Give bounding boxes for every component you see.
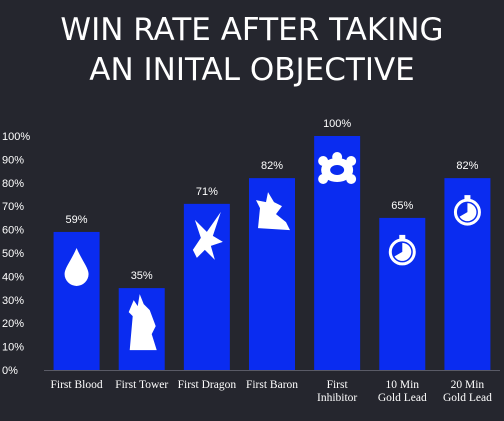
chart-title-line-2: AN INITAL OBJECTIVE <box>89 52 415 88</box>
category-label: First Dragon <box>178 379 237 391</box>
data-label: 82% <box>456 160 478 172</box>
y-tick-label: 50% <box>2 248 24 260</box>
category-label: Inhibitor <box>317 392 357 404</box>
stopwatch-icon <box>388 234 416 266</box>
data-labels: 59% 35% 71% 82% 100% 65% 82% <box>66 118 479 282</box>
tower-icon <box>128 294 157 351</box>
data-label: 71% <box>196 186 218 198</box>
data-label: 100% <box>323 118 351 130</box>
category-label: Gold Lead <box>378 392 427 404</box>
category-label: First Tower <box>115 379 168 391</box>
category-labels: First Blood First Tower First Dragon First … <box>51 379 493 404</box>
blood-drop-icon <box>64 247 89 286</box>
category-label: First Baron <box>246 379 298 391</box>
bar <box>183 203 230 370</box>
baron-icon <box>256 192 290 231</box>
y-tick-label: 40% <box>2 271 24 283</box>
category-label: 20 Min <box>451 379 485 391</box>
data-label: 59% <box>66 214 88 226</box>
category-label: First <box>327 379 349 391</box>
y-tick-label: 60% <box>2 225 24 237</box>
category-label: Gold Lead <box>443 392 492 404</box>
dragon-icon <box>192 211 223 260</box>
chart-title-line-1: WIN RATE AFTER TAKING <box>60 12 444 48</box>
data-label: 35% <box>131 270 153 282</box>
y-axis-ticks: 0% 10% 20% 30% 40% 50% 60% 70% 80% 90% 100% <box>2 131 30 377</box>
y-tick-label: 30% <box>2 295 24 307</box>
y-tick-label: 70% <box>2 201 24 213</box>
y-tick-label: 90% <box>2 154 24 166</box>
category-label: 10 Min <box>386 379 420 391</box>
stopwatch-icon <box>453 195 481 226</box>
y-tick-label: 0% <box>2 365 18 377</box>
category-label: First Blood <box>51 379 103 391</box>
y-tick-label: 100% <box>2 131 30 143</box>
data-label: 65% <box>391 200 413 212</box>
y-tick-label: 10% <box>2 342 24 354</box>
y-tick-label: 20% <box>2 318 24 330</box>
data-label: 82% <box>261 160 283 172</box>
bar-icons <box>64 152 481 351</box>
y-tick-label: 80% <box>2 178 24 190</box>
inhibitor-icon <box>318 152 357 184</box>
